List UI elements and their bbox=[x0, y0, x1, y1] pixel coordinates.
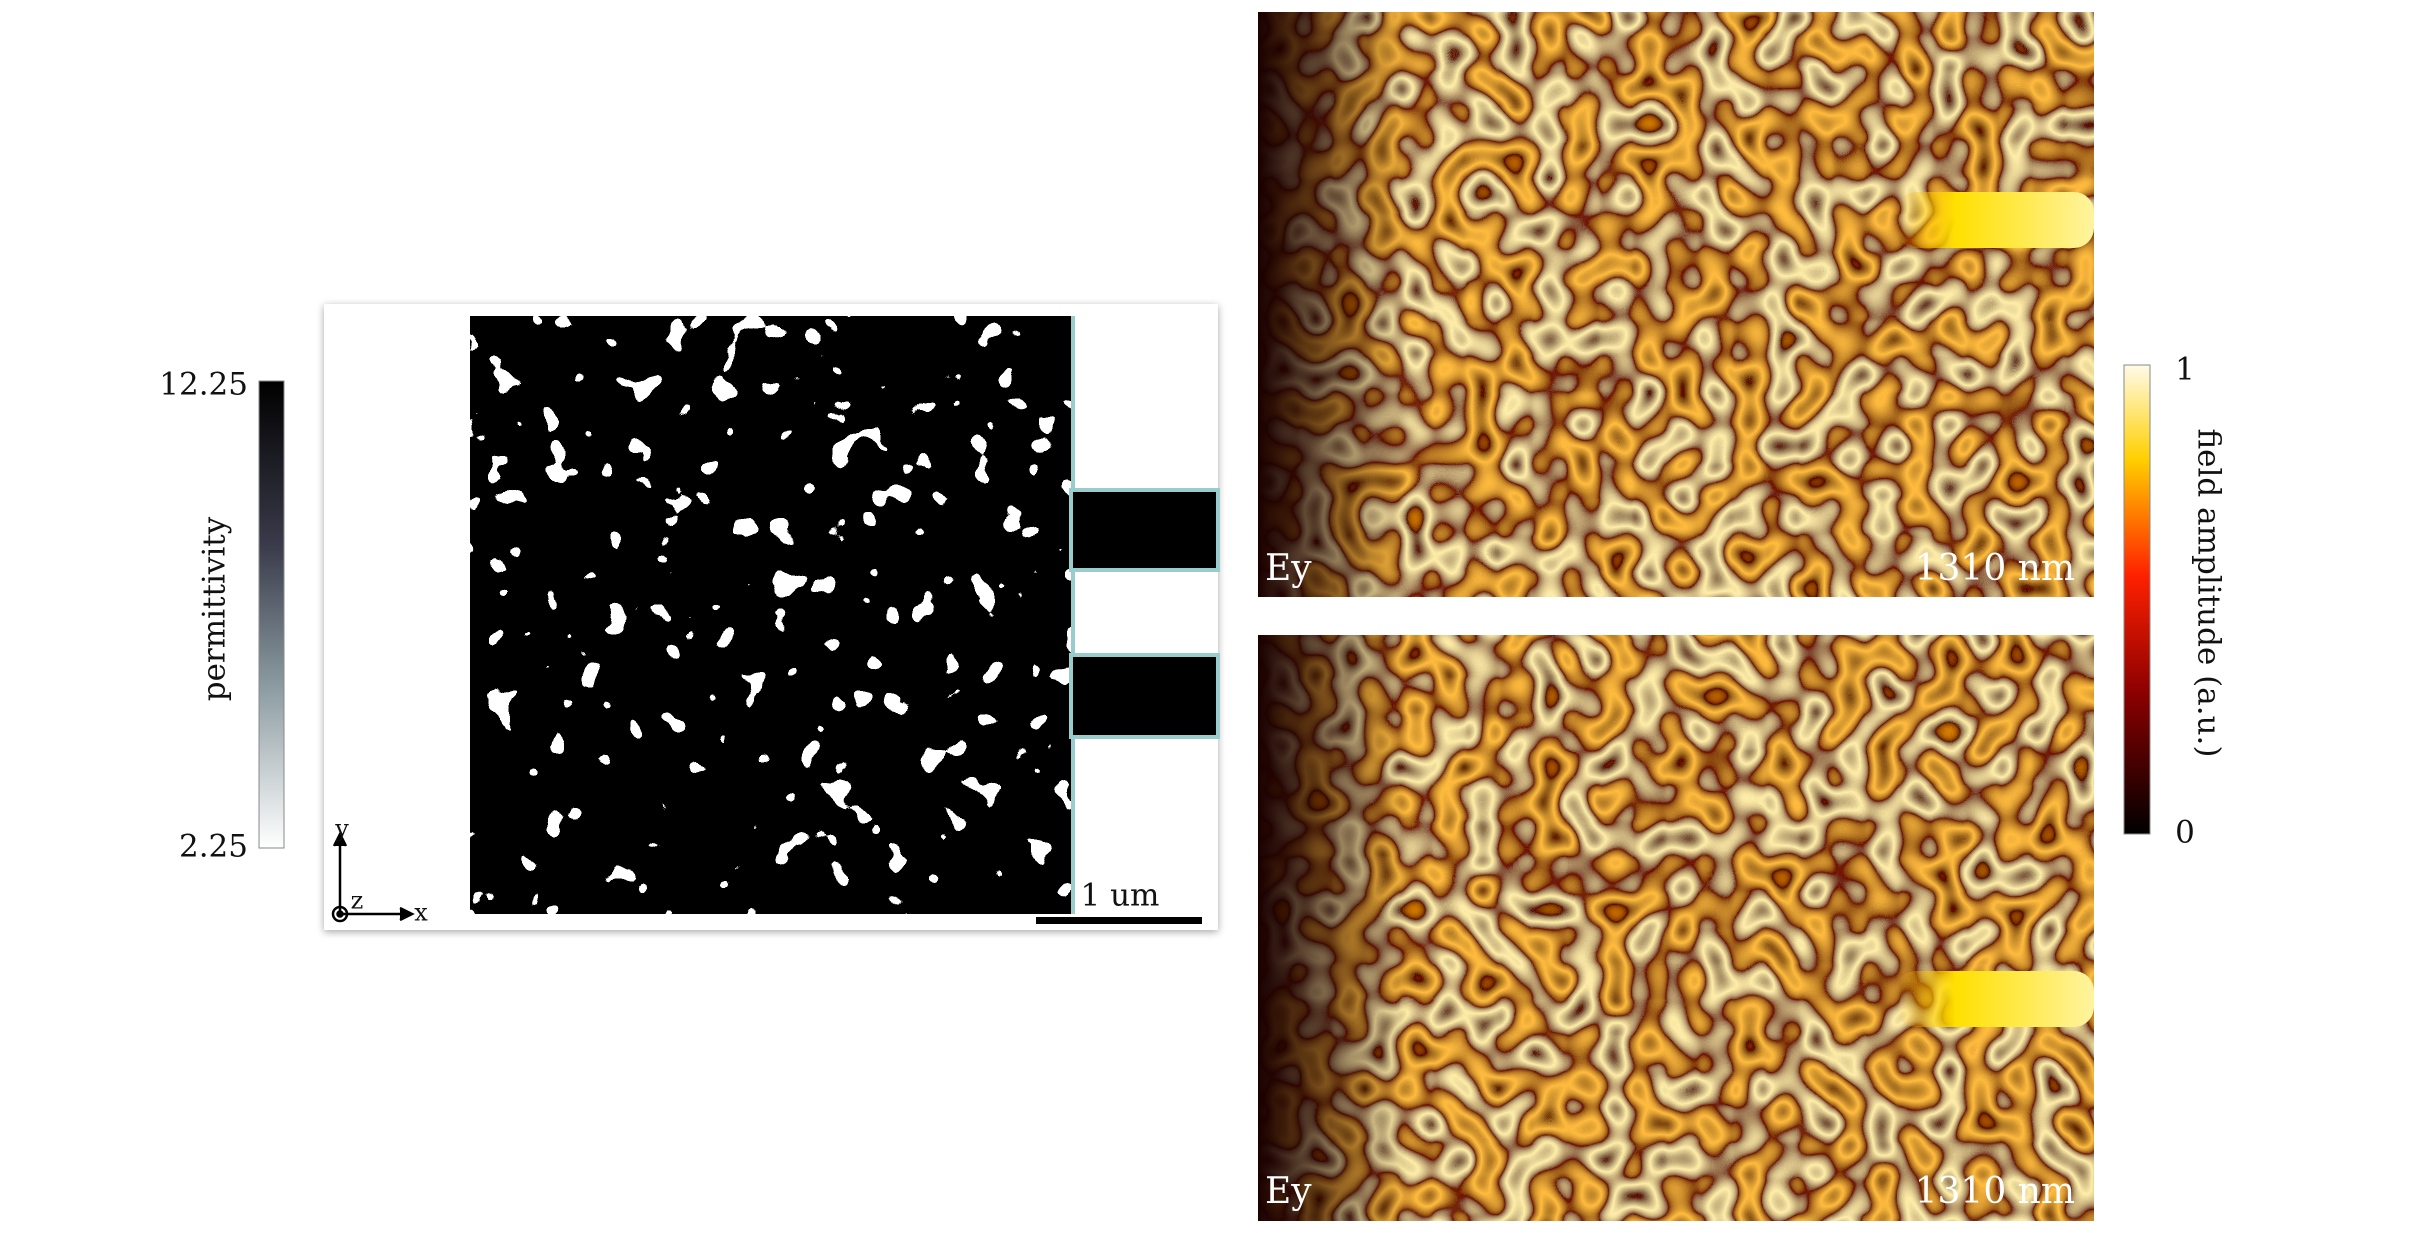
field-component: Ey bbox=[1265, 548, 1312, 589]
permittivity-colorbar bbox=[258, 380, 285, 849]
colorbar-label: field amplitude (a.u.) bbox=[2191, 429, 2227, 758]
axis-icon bbox=[331, 831, 415, 923]
scale-bar bbox=[1036, 917, 1202, 924]
axis-y: y bbox=[334, 815, 349, 843]
field-wavelength: 1310 nm bbox=[1915, 548, 2075, 589]
output-beam bbox=[1896, 192, 2094, 248]
output-beam bbox=[1896, 971, 2094, 1027]
field-component: Ey bbox=[1265, 1171, 1312, 1212]
design-pattern bbox=[470, 316, 1071, 914]
waveguide bbox=[1069, 488, 1220, 572]
field-fade bbox=[1258, 12, 1408, 597]
axis-x: x bbox=[414, 899, 428, 927]
colorbar-max: 12.25 bbox=[159, 367, 248, 403]
colorbar-min: 0 bbox=[2175, 815, 2195, 851]
field-wavelength: 1310 nm bbox=[1915, 1171, 2075, 1212]
colorbar-min: 2.25 bbox=[179, 829, 248, 865]
scale-bar-label: 1 um bbox=[1081, 878, 1160, 914]
waveguide bbox=[1069, 653, 1220, 739]
field-fade bbox=[1258, 635, 1408, 1221]
colorbar-max: 1 bbox=[2175, 352, 2195, 388]
colorbar-label: permittivity bbox=[197, 516, 233, 701]
axis-z: z bbox=[351, 887, 364, 915]
field-colorbar bbox=[2123, 364, 2151, 835]
